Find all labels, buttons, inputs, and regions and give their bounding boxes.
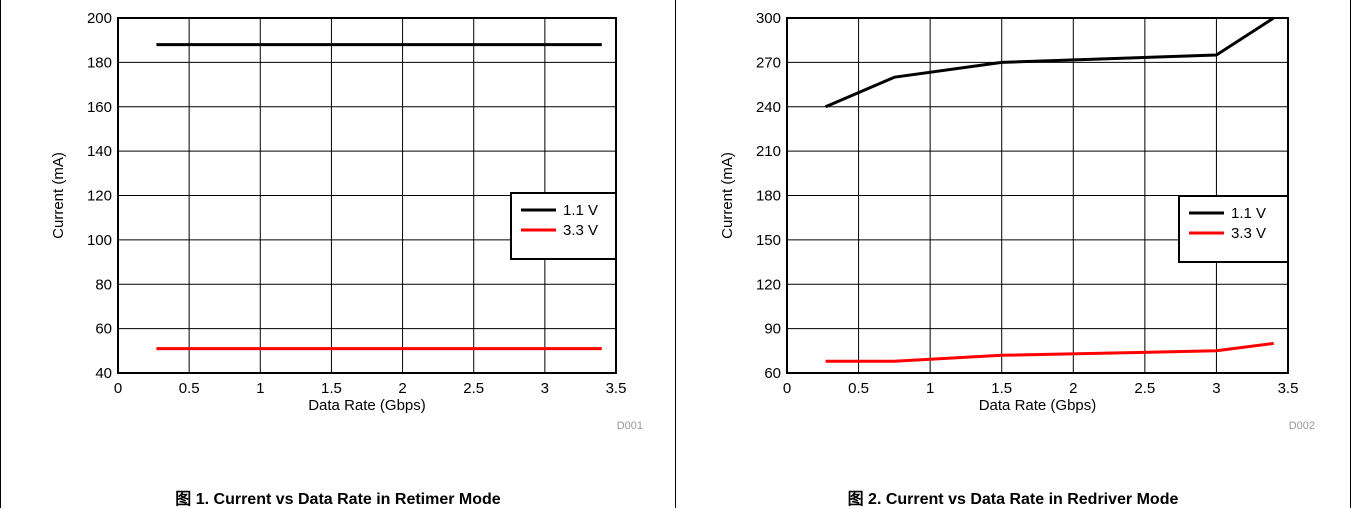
y-tick-label: 150: [756, 232, 781, 249]
y-tick-label: 120: [87, 188, 112, 205]
figure-caption-redriver: 图 2. Current vs Data Rate in Redriver Mo…: [847, 491, 1179, 508]
y-tick-label: 180: [756, 188, 781, 205]
y-axis-label: Current (mA): [719, 152, 736, 239]
x-tick-label: 3.5: [1278, 380, 1299, 397]
x-axis-label: Data Rate (Gbps): [979, 397, 1097, 414]
x-tick-label: 3: [1212, 380, 1220, 397]
legend-label-0: 1.1 V: [563, 202, 598, 219]
y-tick-label: 120: [756, 276, 781, 293]
x-tick-label: 1: [256, 380, 264, 397]
series-line-1: [825, 341, 1274, 363]
y-tick-label: 300: [756, 10, 781, 27]
y-tick-label: 40: [95, 365, 112, 382]
y-tick-label: 270: [756, 54, 781, 71]
y-tick-label: 210: [756, 143, 781, 160]
x-tick-label: 0: [783, 380, 791, 397]
y-tick-label: 160: [87, 99, 112, 116]
chart-redriver: 0 0.5 1 1.5 2 2.5 3 3.5 60 90 120 150 180 210 240 270 30…: [719, 10, 1315, 432]
x-tick-label: 2.5: [463, 380, 484, 397]
x-tick-label: 1: [926, 380, 934, 397]
y-tick-label: 80: [95, 276, 112, 293]
x-tick-label: 3.5: [606, 380, 627, 397]
legend-label-0: 1.1 V: [1231, 205, 1266, 222]
x-tick-label: 0: [114, 380, 122, 397]
y-tick-label: 180: [87, 54, 112, 71]
x-tick-label: 3: [541, 380, 549, 397]
x-tick-label: 2.5: [1134, 380, 1155, 397]
x-tick-label: 1.5: [321, 380, 342, 397]
legend-box: [1178, 195, 1289, 263]
y-axis-label: Current (mA): [50, 152, 67, 239]
chart-panel-redriver: 0 0.5 1 1.5 2 2.5 3 3.5 60 90 120 150 180 210 240 270 30…: [676, 0, 1351, 508]
y-tick-label: 100: [87, 232, 112, 249]
y-tick-label: 140: [87, 143, 112, 160]
figure-caption-retimer: 图 1. Current vs Data Rate in Retimer Mod…: [175, 491, 501, 508]
y-tick-label: 90: [764, 321, 781, 338]
chart-retimer: 0 0.5 1 1.5 2 2.5 3 3.5 40 60 80 100 120 140 160 180 200…: [50, 10, 643, 432]
legend-label-1: 3.3 V: [563, 222, 598, 239]
figure-code: D001: [617, 420, 643, 432]
x-tick-label: 0.5: [179, 380, 200, 397]
y-tick-label: 200: [87, 10, 112, 27]
y-tick-label: 60: [95, 321, 112, 338]
x-tick-label: 2: [398, 380, 406, 397]
figure-code: D002: [1289, 420, 1315, 432]
y-tick-label: 240: [756, 99, 781, 116]
x-tick-label: 0.5: [848, 380, 869, 397]
x-tick-label: 2: [1069, 380, 1077, 397]
legend-label-1: 3.3 V: [1231, 225, 1266, 242]
y-tick-label: 60: [764, 365, 781, 382]
chart-panel-retimer: 0 0.5 1 1.5 2 2.5 3 3.5 40 60 80 100 120 140 160 180 200…: [0, 0, 676, 508]
x-axis-label: Data Rate (Gbps): [308, 397, 426, 414]
x-tick-label: 1.5: [991, 380, 1012, 397]
series-line-0: [825, 16, 1275, 109]
legend-box: [510, 192, 617, 260]
